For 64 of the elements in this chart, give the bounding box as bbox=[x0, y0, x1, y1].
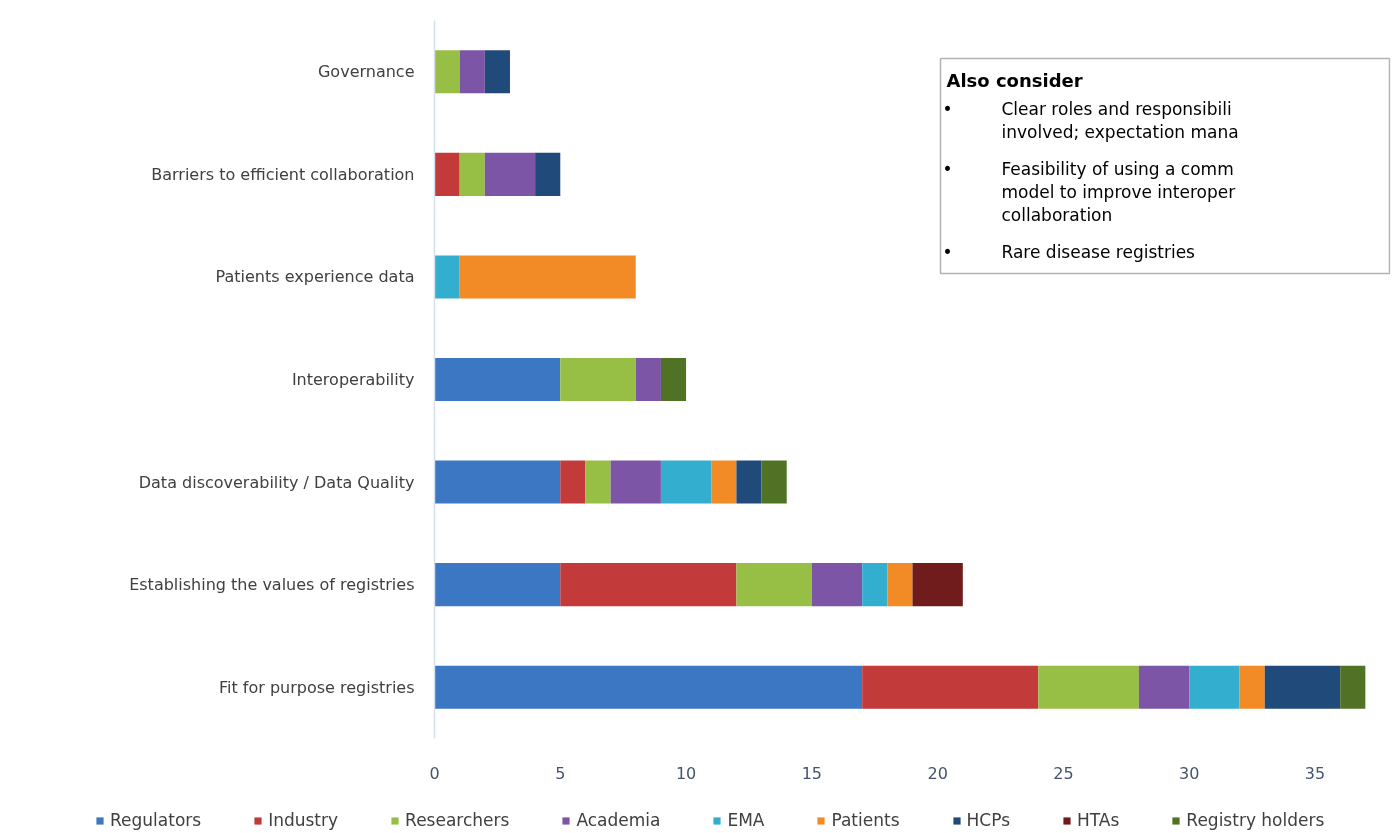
legend-label: Regulators bbox=[110, 810, 202, 830]
bar bbox=[660, 460, 712, 504]
text: • Clear roles and responsibili involved; expectation mana bbox=[942, 98, 1239, 142]
bar bbox=[1264, 665, 1341, 709]
y-tick-label: Governance bbox=[317, 62, 415, 82]
legend-label: Registry holders bbox=[1186, 810, 1325, 830]
legend-label: EMA bbox=[727, 810, 765, 830]
y-tick-label: Interoperability bbox=[291, 370, 415, 389]
legend-label: Patients bbox=[831, 810, 900, 830]
bar bbox=[560, 563, 737, 607]
y-tick-label: Fit for purpose registries bbox=[219, 677, 415, 697]
x-tick-label: 25 bbox=[1053, 763, 1074, 783]
bar bbox=[635, 357, 661, 402]
bar bbox=[484, 50, 510, 94]
bar bbox=[434, 665, 863, 709]
bar bbox=[434, 357, 561, 402]
bar bbox=[1239, 665, 1265, 709]
x-tick-label: 35 bbox=[1304, 763, 1326, 783]
bar bbox=[711, 460, 737, 504]
legend-label: Researchers bbox=[405, 810, 510, 830]
bar bbox=[912, 563, 963, 607]
bar bbox=[761, 460, 787, 504]
legend-label: HTAs bbox=[1077, 810, 1120, 830]
y-tick-label: Patients experience data bbox=[215, 267, 415, 287]
x-tick-label: 5 bbox=[555, 763, 566, 783]
bar bbox=[736, 563, 812, 607]
bar bbox=[434, 460, 561, 504]
bar bbox=[862, 665, 1039, 709]
legend-label: Industry bbox=[268, 810, 339, 830]
x-tick-label: 30 bbox=[1179, 763, 1200, 783]
bar bbox=[736, 460, 762, 504]
bar bbox=[1138, 665, 1190, 709]
x-tick-label: 15 bbox=[801, 763, 823, 783]
bar bbox=[560, 460, 586, 504]
bar bbox=[535, 152, 561, 196]
bar bbox=[434, 563, 561, 607]
x-tick-label: 10 bbox=[675, 763, 697, 783]
bar bbox=[887, 563, 913, 607]
bar bbox=[459, 255, 636, 299]
bar bbox=[610, 460, 661, 504]
bar bbox=[434, 255, 460, 299]
bar bbox=[1038, 665, 1139, 709]
bar bbox=[434, 50, 460, 94]
y-tick-label: Data discoverability / Data Quality bbox=[138, 472, 415, 492]
bar bbox=[585, 460, 611, 504]
bar bbox=[862, 563, 888, 607]
legend-label: HCPs bbox=[966, 810, 1010, 830]
text: • Feasibility of using a comm model to improve interoper collaboration bbox=[942, 158, 1236, 225]
bar bbox=[560, 357, 636, 402]
bar bbox=[1340, 665, 1366, 709]
annotation: Also consider bbox=[946, 70, 1083, 91]
y-tick-label: Establishing the values of registries bbox=[129, 575, 415, 595]
legend-label: Academia bbox=[576, 810, 661, 830]
bar bbox=[660, 357, 687, 402]
bar bbox=[434, 152, 460, 196]
y-tick-label: Barriers to efficient collaboration bbox=[151, 164, 415, 184]
text: • Rare disease registries bbox=[942, 241, 1195, 262]
bar bbox=[459, 152, 485, 196]
bar bbox=[811, 563, 863, 607]
x-tick-label: 20 bbox=[927, 763, 948, 783]
x-tick-label: 0 bbox=[429, 763, 440, 783]
bar bbox=[484, 152, 536, 196]
bar bbox=[459, 50, 485, 94]
bar bbox=[1189, 665, 1240, 709]
